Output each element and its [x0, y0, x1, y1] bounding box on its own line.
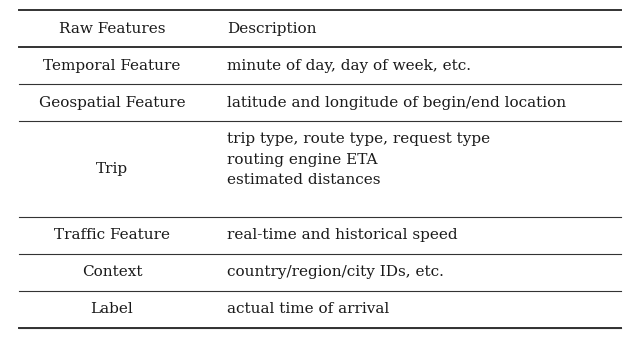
Text: actual time of arrival: actual time of arrival [227, 303, 390, 316]
Text: Temporal Feature: Temporal Feature [44, 58, 180, 73]
Text: Traffic Feature: Traffic Feature [54, 228, 170, 242]
Text: minute of day, day of week, etc.: minute of day, day of week, etc. [227, 58, 471, 73]
Text: Label: Label [91, 303, 133, 316]
Text: Description: Description [227, 22, 317, 35]
Text: Trip: Trip [96, 162, 128, 176]
Text: Context: Context [82, 265, 142, 280]
Text: latitude and longitude of begin/end location: latitude and longitude of begin/end loca… [227, 96, 566, 110]
Text: country/region/city IDs, etc.: country/region/city IDs, etc. [227, 265, 444, 280]
Text: real-time and historical speed: real-time and historical speed [227, 228, 458, 242]
Text: Geospatial Feature: Geospatial Feature [38, 96, 186, 110]
Text: Raw Features: Raw Features [59, 22, 165, 35]
Text: trip type, route type, request type
routing engine ETA
estimated distances: trip type, route type, request type rout… [227, 132, 490, 187]
